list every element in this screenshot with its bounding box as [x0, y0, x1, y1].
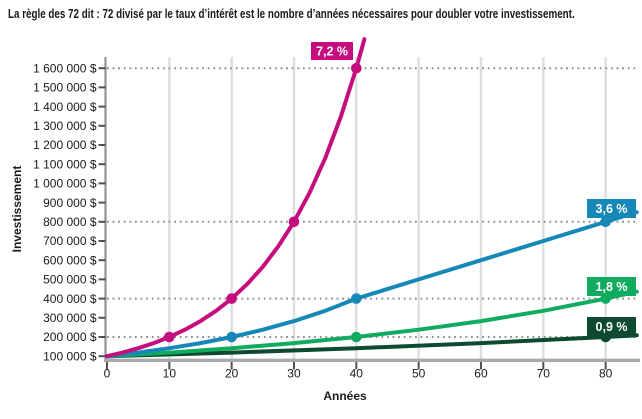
series-marker-3.6: [226, 331, 237, 343]
y-tick-label: 300 000 $: [43, 311, 97, 325]
x-tick-label: 0: [104, 367, 111, 381]
y-tick-label: 1 000 000 $: [33, 177, 97, 191]
x-tick-label: 30: [287, 367, 301, 381]
series-label-3.6: 3,6 %: [596, 202, 628, 216]
series-marker-3.6: [351, 293, 362, 304]
y-tick-label: 1 200 000 $: [33, 138, 97, 152]
series-marker-7.2: [288, 216, 300, 228]
series-label-box-1.8: [587, 277, 636, 296]
y-tick-label: 800 000 $: [43, 215, 97, 229]
series-marker-7.2: [164, 331, 175, 343]
y-tick-label: 500 000 $: [43, 273, 97, 287]
series-marker-7.2: [351, 62, 362, 74]
x-tick-label: 40: [350, 367, 364, 381]
series-label-box-0.9: [587, 317, 636, 336]
series-label-1.8: 1,8 %: [596, 280, 628, 294]
x-tick-label: 50: [412, 367, 426, 381]
series-line-3.6: [105, 210, 639, 359]
y-tick-label: 600 000 $: [43, 253, 97, 267]
y-tick-label: 1 600 000 $: [33, 61, 97, 75]
y-tick-label: 100 000 $: [43, 349, 97, 363]
series-marker-7.2: [226, 293, 237, 304]
series-label-0.9: 0,9 %: [596, 320, 628, 334]
y-tick-label: 1 100 000 $: [33, 157, 97, 171]
y-tick-label: 1 400 000 $: [33, 100, 97, 114]
series-label-box-7.2: [311, 42, 353, 60]
x-tick-label: 60: [474, 367, 488, 381]
series-line-1.8: [105, 289, 639, 359]
chart-title: La règle des 72 dit : 72 divisé par le t…: [8, 7, 575, 21]
x-tick-label: 10: [163, 367, 177, 381]
y-tick-label: 700 000 $: [43, 234, 97, 248]
series-label-box-3.6: [587, 199, 636, 218]
y-tick-label: 1 300 000 $: [33, 119, 97, 133]
x-tick-label: 20: [225, 367, 239, 381]
series-marker-1.8: [351, 331, 362, 343]
y-tick-label: 900 000 $: [43, 196, 97, 210]
series-label-7.2: 7,2 %: [316, 44, 348, 58]
x-tick-label: 80: [599, 367, 613, 381]
y-axis-title: Investissement: [10, 165, 24, 253]
series-marker-3.6: [600, 216, 611, 228]
y-tick-label: 1 500 000 $: [33, 81, 97, 95]
y-tick-label: 400 000 $: [43, 292, 97, 306]
x-tick-label: 70: [537, 367, 551, 381]
series-line-7.2: [105, 37, 367, 359]
y-tick-label: 200 000 $: [43, 330, 97, 344]
x-axis-title: Années: [323, 389, 367, 403]
